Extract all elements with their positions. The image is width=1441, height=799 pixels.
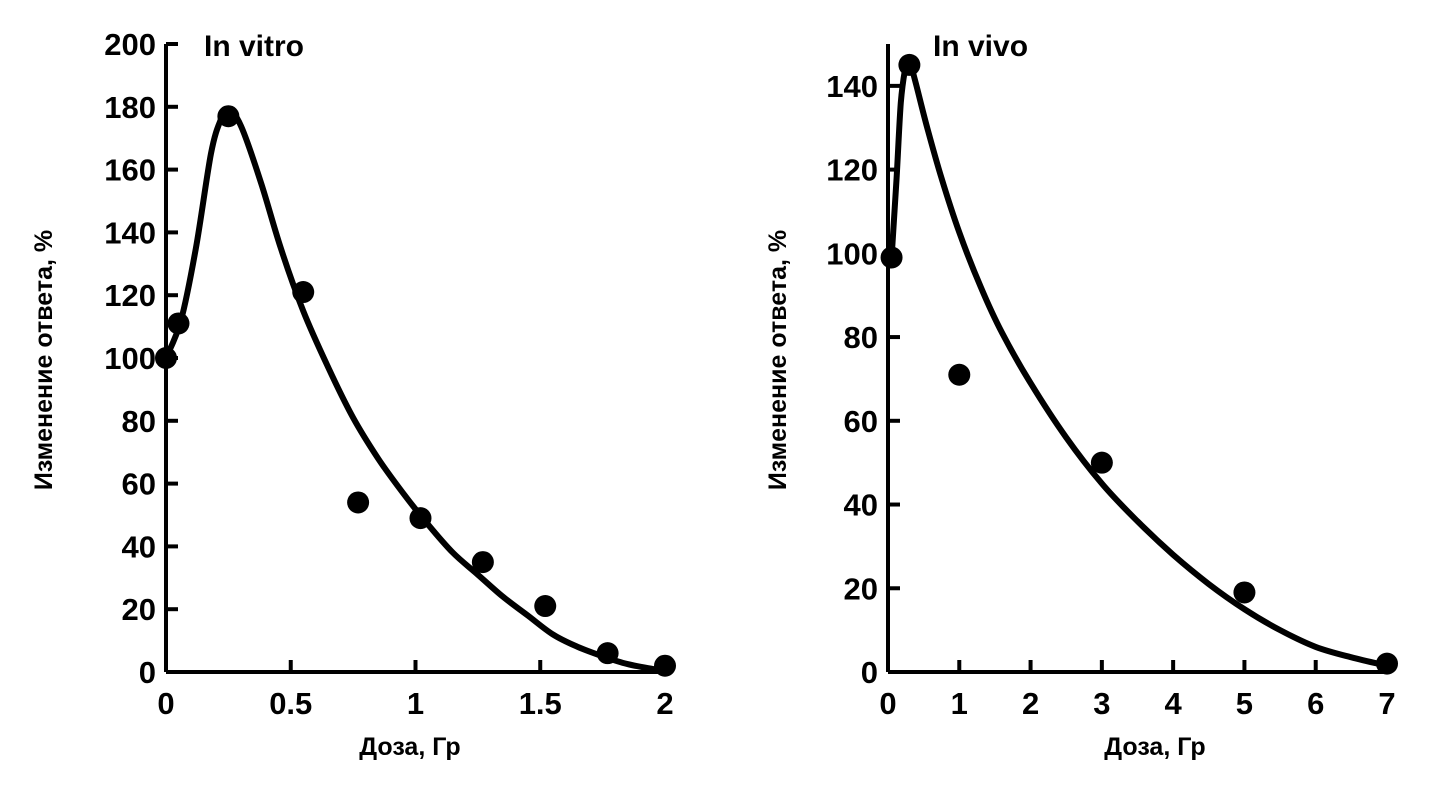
y-tick-label: 60 [122, 467, 156, 502]
y-tick-label: 20 [122, 592, 156, 627]
chart-title: In vitro [204, 30, 304, 63]
y-tick-label: 40 [844, 488, 878, 523]
y-tick-label: 200 [104, 27, 156, 62]
data-points [155, 105, 676, 677]
y-tick-label: 120 [826, 153, 878, 188]
y-tick-label: 60 [844, 404, 878, 439]
x-tick-label: 4 [1165, 686, 1183, 721]
x-ticks: 0 0.5 1 1.5 2 [157, 660, 674, 721]
x-tick-label: 2 [656, 686, 673, 721]
data-point [948, 363, 971, 386]
x-tick-label: 0 [157, 686, 174, 721]
x-tick-label: 0 [879, 686, 896, 721]
data-point [1233, 581, 1256, 604]
x-tick-label: 0.5 [269, 686, 312, 721]
data-point [471, 551, 494, 574]
y-tick-label: 140 [104, 215, 156, 250]
data-point [534, 595, 557, 618]
y-tick-label: 80 [122, 404, 156, 439]
data-point [1090, 451, 1113, 474]
fit-curve [888, 57, 1390, 669]
data-point [654, 654, 676, 677]
y-tick-label: 80 [844, 320, 878, 355]
data-point [409, 507, 432, 530]
x-tick-label: 1 [951, 686, 968, 721]
data-point [217, 105, 240, 128]
data-points [880, 53, 1398, 675]
y-tick-label: 180 [104, 90, 156, 125]
x-axis-title: Доза, Гр [1104, 733, 1205, 761]
y-tick-label: 160 [104, 153, 156, 188]
x-tick-label: 3 [1093, 686, 1110, 721]
y-ticks: 0 20 40 60 80 100 120 140 160 180 200 [104, 27, 178, 690]
data-point [155, 347, 177, 369]
x-tick-label: 2 [1022, 686, 1039, 721]
y-tick-label: 120 [104, 278, 156, 313]
data-point [596, 642, 619, 665]
x-tick-label: 5 [1236, 686, 1253, 721]
y-tick-label: 100 [826, 236, 878, 271]
data-point [880, 246, 903, 269]
chart-panel-in-vivo: 0 20 40 60 80 100 120 140 0 1 2 3 4 5 6 7 In vivo Доза… [764, 30, 1398, 761]
chart-title: In vivo [933, 30, 1028, 63]
y-tick-label: 100 [104, 341, 156, 376]
y-tick-label: 140 [826, 69, 878, 104]
data-point [167, 312, 190, 335]
data-point [347, 491, 370, 514]
y-tick-label: 20 [844, 571, 878, 606]
y-tick-label: 40 [122, 529, 156, 564]
data-point [1376, 652, 1398, 675]
x-axis-title: Доза, Гр [359, 733, 460, 761]
x-tick-label: 6 [1307, 686, 1324, 721]
x-tick-label: 1.5 [519, 686, 562, 721]
fit-curve [163, 106, 668, 674]
y-tick-label: 0 [861, 655, 878, 690]
x-tick-label: 1 [407, 686, 424, 721]
data-point [898, 53, 921, 76]
data-point [292, 281, 315, 304]
x-tick-label: 7 [1378, 686, 1395, 721]
y-axis-title: Изменение ответа, % [764, 230, 792, 490]
x-ticks: 0 1 2 3 4 5 6 7 [879, 660, 1396, 721]
y-tick-label: 0 [139, 655, 156, 690]
y-axis-title: Изменение ответа, % [30, 230, 58, 490]
y-ticks: 0 20 40 60 80 100 120 140 [826, 69, 900, 690]
chart-panel-in-vitro: 0 20 40 60 80 100 120 140 160 180 200 0 0.5 1 1.5 2 In… [30, 27, 676, 761]
